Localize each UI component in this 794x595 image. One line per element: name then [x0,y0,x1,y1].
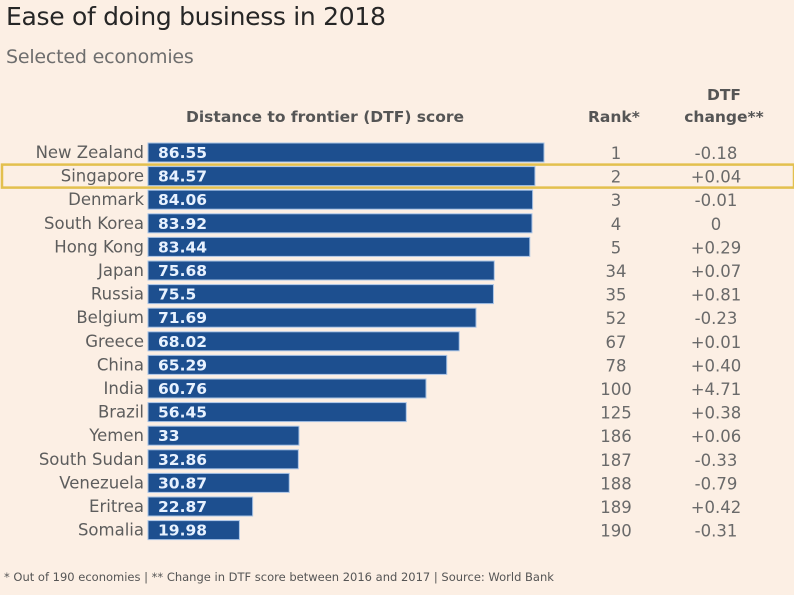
bar [147,378,427,399]
category-label: South Korea [44,214,144,233]
category-label: Greece [85,332,144,351]
bar-value-label: 65.29 [158,356,207,374]
bar-value-label: 19.98 [158,522,207,540]
rank-column-header: Rank* [588,108,640,126]
category-label: Venezuela [59,473,144,492]
bar [147,449,299,470]
dtf-change-value: +0.38 [691,404,742,423]
rank-value: 4 [611,215,622,234]
bar [147,402,407,423]
bar-value-label: 60.76 [158,380,207,398]
bar [147,520,240,541]
dtf-change-value: -0.18 [695,144,738,163]
bar-value-label: 75.5 [158,286,196,304]
bar-value-label: 32.86 [158,451,207,469]
rank-value: 188 [600,474,632,493]
bar-value-label: 84.57 [158,168,207,186]
bar-value-label: 22.87 [158,498,207,516]
change-column-header-line2: change** [684,108,764,126]
bar [147,496,254,517]
rank-value: 1 [611,144,622,163]
rank-value: 3 [611,191,622,210]
bar [147,260,495,281]
bar [147,189,534,210]
highlight-layer [0,163,794,189]
bar-value-label: 71.69 [158,309,207,327]
category-label: India [104,379,145,398]
bar [147,472,290,493]
category-label: Russia [91,285,144,304]
dtf-change-value: -0.79 [695,474,738,493]
rank-value: 100 [600,380,632,399]
bar-value-label: 33 [158,427,180,445]
bars-layer: New Zealand 86.55 1 -0.18 Singapore 84.57 2 +0.… [36,142,742,541]
dtf-change-value: +0.04 [691,168,742,187]
dtf-change-value: -0.23 [695,309,738,328]
dtf-change-value: +0.81 [691,286,742,305]
bar [147,166,536,187]
rank-value: 78 [606,356,627,375]
bar-value-label: 68.02 [158,333,207,351]
bar [147,284,494,305]
category-label: Hong Kong [54,237,144,256]
category-label: Yemen [88,426,144,445]
category-label: New Zealand [36,143,144,162]
dtf-change-value: +0.29 [691,238,742,257]
bar [147,354,448,375]
rank-value: 186 [600,427,632,446]
dtf-change-value: -0.01 [695,191,738,210]
category-label: Eritrea [89,497,144,516]
chart-subtitle: Selected economies [6,46,194,68]
bar [147,142,545,163]
bar [147,236,531,257]
rank-value: 5 [611,238,622,257]
dtf-change-value: +0.42 [691,498,742,517]
dtf-change-value: +4.71 [691,380,742,399]
rank-value: 189 [600,498,632,517]
bar-value-label: 30.87 [158,474,207,492]
dtf-change-value: -0.31 [695,522,738,541]
dtf-change-value: +0.01 [691,333,742,352]
dtf-change-value: +0.06 [691,427,742,446]
rank-value: 34 [606,262,627,281]
score-column-header: Distance to frontier (DTF) score [186,108,465,126]
bar [147,425,300,446]
rank-value: 187 [600,451,632,470]
category-label: Brazil [98,403,144,422]
category-label: China [97,355,144,374]
bar [147,307,477,328]
bar-value-label: 83.44 [158,238,207,256]
rank-value: 52 [606,309,627,328]
bar-value-label: 56.45 [158,404,207,422]
bar-value-label: 86.55 [158,144,207,162]
dtf-change-value: 0 [711,215,722,234]
rank-value: 35 [606,286,627,305]
category-label: Denmark [68,190,144,209]
bar-value-label: 84.06 [158,191,207,209]
bar-value-label: 83.92 [158,215,207,233]
category-label: South Sudan [39,450,144,469]
category-label: Japan [97,261,144,280]
bar [147,213,533,234]
rank-value: 125 [600,404,632,423]
category-label: Singapore [61,167,144,186]
dtf-change-value: -0.33 [695,451,738,470]
rank-value: 190 [600,522,632,541]
rank-value: 67 [606,333,627,352]
category-label: Belgium [76,308,144,327]
dtf-change-value: +0.40 [691,356,742,375]
bar [147,331,460,352]
rank-value: 2 [611,168,622,187]
chart-title: Ease of doing business in 2018 [6,2,386,31]
change-column-header-line1: DTF [706,86,742,104]
dtf-change-value: +0.07 [691,262,742,281]
highlight-box [0,163,794,189]
footnote: * Out of 190 economies | ** Change in DT… [4,570,554,584]
bar-value-label: 75.68 [158,262,207,280]
category-label: Somalia [78,521,144,540]
